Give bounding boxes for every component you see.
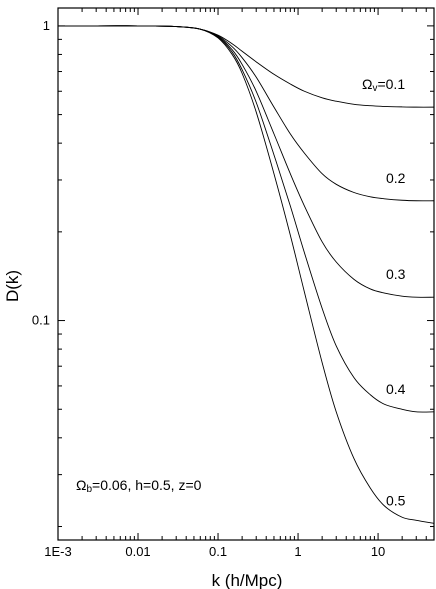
plot-frame xyxy=(57,7,435,541)
series-line-1 xyxy=(58,25,435,108)
y-tick-label: 1 xyxy=(43,18,50,33)
series-label-4: 0.4 xyxy=(386,381,406,397)
x-tick-label: 10 xyxy=(371,544,385,559)
series-label-5: 0.5 xyxy=(386,492,406,508)
series-line-5 xyxy=(58,25,435,524)
series-line-3 xyxy=(58,25,435,298)
omega-b-subscript: b xyxy=(86,484,92,495)
series-label-3: 0.3 xyxy=(386,266,406,282)
parameters-text: =0.06, h=0.5, z=0 xyxy=(92,477,202,493)
x-tick-label: 0.1 xyxy=(209,544,227,559)
parameters-annotation: Ωb=0.06, h=0.5, z=0 xyxy=(76,477,202,495)
x-tick-label: 0.01 xyxy=(125,544,150,559)
omega-b-symbol: Ω xyxy=(76,477,86,493)
x-tick-label: 1 xyxy=(294,544,301,559)
series-labels: Ωv=0.1 0.2 0.3 0.4 0.5 xyxy=(362,76,406,508)
tick-labels: 1E-3 0.01 0.1 1 10 0.1 1 xyxy=(32,18,385,559)
axis-ticks xyxy=(57,8,435,540)
series-label-1: Ωv=0.1 xyxy=(362,76,405,94)
x-tick-label: 1E-3 xyxy=(44,544,71,559)
y-tick-label: 0.1 xyxy=(32,313,50,328)
x-axis-title: k (h/Mpc) xyxy=(212,571,283,589)
plot-curves xyxy=(58,25,435,524)
y-axis-title: D(k) xyxy=(3,270,22,302)
series-label-2: 0.2 xyxy=(386,170,406,186)
series-line-2 xyxy=(58,25,435,202)
